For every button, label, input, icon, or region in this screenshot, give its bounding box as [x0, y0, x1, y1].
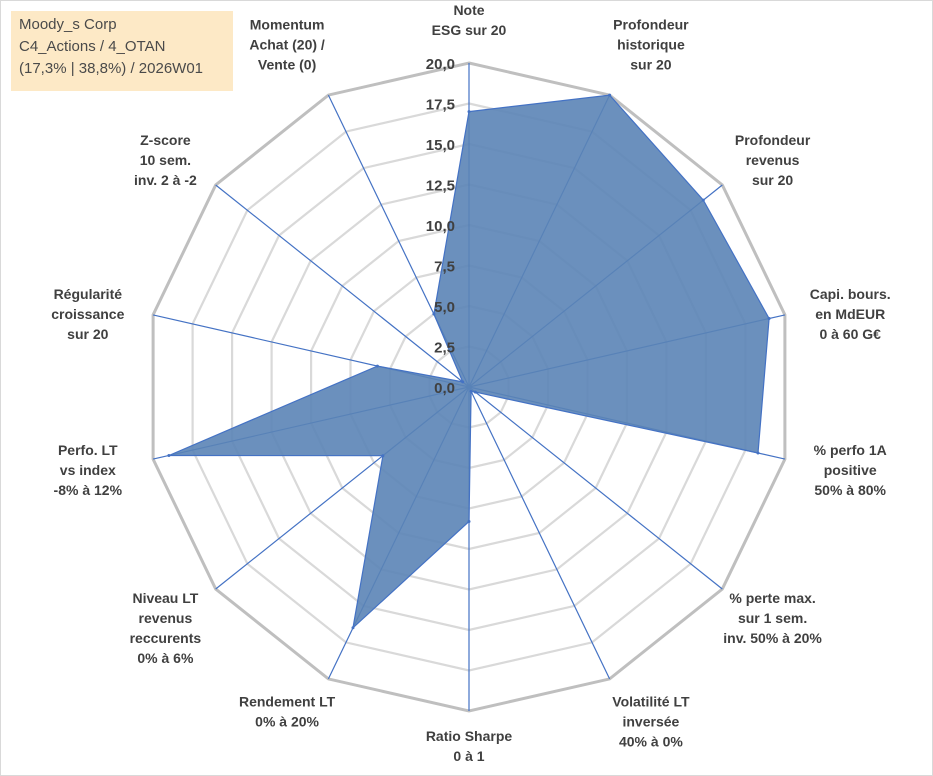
tick-label: 0,0 [434, 380, 455, 397]
axis-label: Ratio Sharpe 0 à 1 [426, 728, 513, 764]
axis-spoke [468, 386, 723, 590]
data-point [461, 380, 465, 384]
axis-label: % perfo 1A positive 50% à 80% [814, 442, 887, 498]
axis-spoke [215, 184, 470, 388]
axis-label: Volatilité LT inversée 40% à 0% [612, 693, 690, 749]
data-point [756, 451, 760, 455]
title-line-3: (17,3% | 38,8%) / 2026W01 [19, 60, 203, 77]
data-point [467, 520, 471, 523]
axis-label: Niveau LT revenus reccurents 0% à 6% [130, 590, 202, 666]
data-point [381, 454, 385, 458]
chart-title-box: Moody_s Corp C4_Actions / 4_OTAN (17,3% … [11, 11, 233, 91]
axis-label: Momentum Achat (20) / Vente (0) [249, 17, 325, 73]
data-point [473, 390, 477, 394]
data-point [469, 389, 473, 393]
radar-series [167, 93, 771, 630]
axis-label: Capi. bours. en MdEUR 0 à 60 G€ [810, 286, 891, 342]
data-point [375, 364, 379, 368]
data-point [467, 110, 471, 114]
tick-label: 15,0 [426, 137, 455, 154]
tick-label: 5,0 [434, 299, 455, 316]
axis-label: Note ESG sur 20 [432, 2, 507, 38]
tick-label: 2,5 [434, 340, 455, 357]
axis-spoke [468, 386, 611, 680]
tick-label: 20,0 [426, 56, 455, 73]
axis-label: Z-score 10 sem. inv. 2 à -2 [134, 132, 197, 188]
data-point [351, 626, 355, 630]
tick-label: 7,5 [434, 259, 455, 276]
data-point [767, 317, 771, 320]
axis-label: Perfo. LT vs index -8% à 12% [54, 442, 123, 498]
radar-tick-labels: 0,0 2,5 5,0 7,5 10,0 12,5 15,0 17,5 20,0 [426, 56, 455, 397]
data-point [167, 454, 171, 457]
title-line-1: Moody_s Corp [19, 16, 117, 33]
axis-label: Rendement LT 0% à 20% [239, 693, 336, 729]
axis-label: Régularité croissance sur 20 [51, 286, 124, 342]
data-point [608, 93, 612, 97]
data-point [701, 198, 705, 202]
data-point [432, 312, 436, 316]
axis-label: Profondeur revenus sur 20 [735, 132, 811, 188]
radar-axis-labels: Note ESG sur 20 Profondeur historique sur 20… [51, 2, 890, 764]
tick-label: 10,0 [426, 218, 455, 235]
tick-label: 12,5 [426, 178, 455, 195]
tick-label: 17,5 [426, 97, 455, 114]
title-line-2: C4_Actions / 4_OTAN [19, 38, 166, 55]
axis-label: % perte max. sur 1 sem. inv. 50% à 20% [723, 590, 822, 646]
axis-label: Profondeur historique sur 20 [613, 17, 689, 73]
